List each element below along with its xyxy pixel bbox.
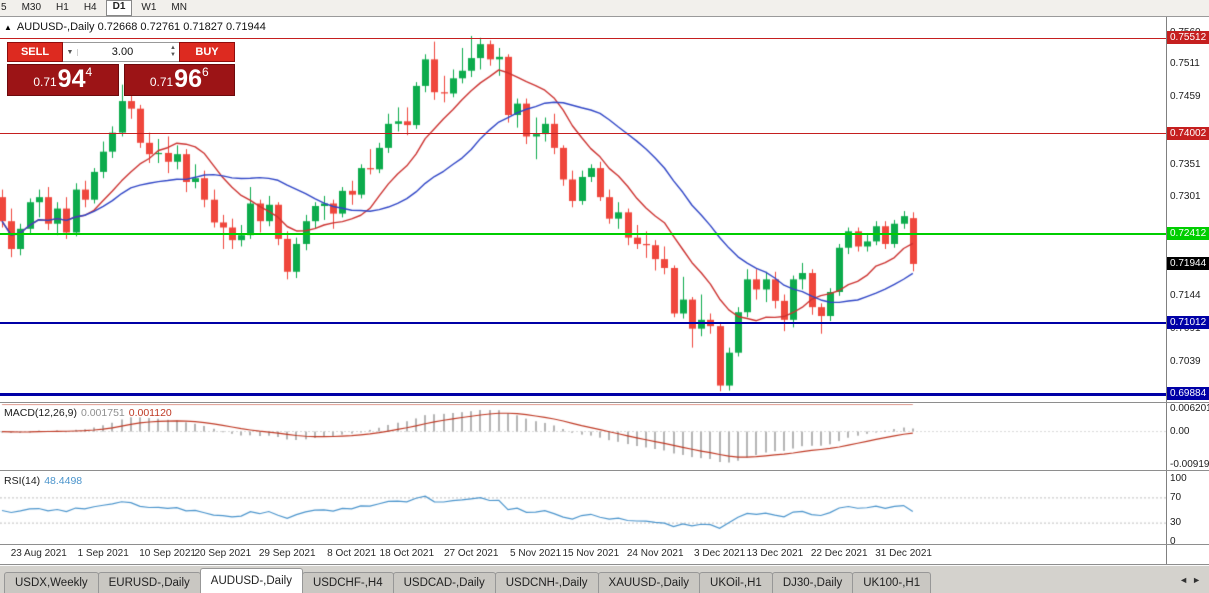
date-axis-label: 27 Oct 2021: [443, 548, 499, 559]
buy-button[interactable]: BUY: [179, 42, 235, 62]
sell-price-big: 94: [57, 65, 86, 93]
panel-separator[interactable]: [0, 402, 1209, 403]
buy-price-sup: 6: [201, 65, 209, 79]
price-badge-0.74002: 0.74002: [1167, 126, 1209, 140]
timeframe-button-w1[interactable]: W1: [141, 2, 157, 13]
price-badge-0.71944: 0.71944: [1167, 256, 1209, 270]
chart-tab-usdcad-daily[interactable]: USDCAD-,Daily: [392, 572, 496, 593]
timeframe-button-d1[interactable]: D1: [105, 0, 133, 16]
chart-window-bottom-border: [0, 564, 1209, 565]
price-axis-label: 0.7351: [1170, 158, 1201, 170]
macd-axis-label: 0.00: [1170, 425, 1190, 437]
sell-price-sup: 4: [85, 65, 93, 79]
rsi-name: RSI(14): [4, 475, 41, 487]
horizontal-line-0.74002[interactable]: [0, 133, 1166, 135]
spinner-up-icon[interactable]: ▲: [170, 45, 176, 51]
date-axis: 23 Aug 2021 1 Sep 2021 10 Sep 2021 20 Sep 2…: [0, 546, 1166, 563]
price-badge-0.71012: 0.71012: [1167, 315, 1209, 329]
price-axis-label: 0.7144: [1170, 289, 1201, 301]
horizontal-line-0.69884[interactable]: [0, 392, 1166, 396]
date-axis-label: 22 Dec 2021: [810, 548, 868, 559]
volume-value[interactable]: 3.00: [111, 46, 134, 58]
macd-axis-label: 0.006201: [1170, 403, 1209, 414]
panel-separator[interactable]: [0, 470, 1209, 471]
chart-tab-usdchf-h4[interactable]: USDCHF-,H4: [301, 572, 394, 593]
macd-signal-value: 0.001120: [128, 407, 172, 419]
rsi-indicator-canvas[interactable]: [0, 472, 1166, 544]
timeframe-button-m30[interactable]: M30: [21, 2, 42, 13]
date-axis-label: 23 Aug 2021: [10, 548, 67, 559]
rsi-axis-label: 0: [1170, 536, 1176, 547]
chart-tab-eurusd-daily[interactable]: EURUSD-,Daily: [97, 572, 201, 593]
macd-name: MACD(12,26,9): [4, 407, 77, 419]
date-axis-label: 3 Dec 2021: [694, 548, 746, 559]
tab-scroll-right-icon[interactable]: ►: [1192, 575, 1201, 585]
date-axis-label: 10 Sep 2021: [139, 548, 196, 559]
volume-field[interactable]: ▼ 3.00 ▲ ▼: [63, 42, 179, 62]
chart-tab-usdcnh-daily[interactable]: USDCNH-,Daily: [494, 572, 599, 593]
one-click-trade-panel: SELL ▼ 3.00 ▲ ▼ BUY 0.71 94 4 0.71 96 6: [7, 42, 235, 96]
horizontal-line-0.71012[interactable]: [0, 321, 1166, 324]
price-badge-0.75512: 0.75512: [1167, 31, 1209, 45]
timeframe-button-5[interactable]: 5: [1, 2, 7, 13]
chart-tabs: USDX,Weekly EURUSD-,Daily AUDUSD-,Daily USD…: [4, 565, 932, 593]
horizontal-line-0.75512[interactable]: [0, 37, 1166, 39]
date-axis-label: 20 Sep 2021: [194, 548, 252, 559]
date-axis-label: 5 Nov 2021: [510, 548, 562, 559]
chart-tabs-bar: USDX,Weekly EURUSD-,Daily AUDUSD-,Daily USD…: [0, 565, 1209, 593]
volume-spinner[interactable]: ▲ ▼: [167, 45, 179, 59]
volume-dropdown-caret-icon[interactable]: ▼: [63, 48, 78, 56]
price-axis-label: 0.7459: [1170, 90, 1201, 102]
price-axis: 0.75600.75110.74590.73510.73010.71440.70…: [1166, 17, 1209, 564]
panel-separator: [0, 544, 1209, 545]
price-badge-0.72412: 0.72412: [1167, 227, 1209, 241]
rsi-value: 48.4498: [44, 475, 83, 487]
date-axis-label: 24 Nov 2021: [626, 548, 684, 559]
date-axis-label: 8 Oct 2021: [327, 548, 377, 559]
sell-price-tile[interactable]: 0.71 94 4: [7, 64, 119, 96]
horizontal-line-0.72412[interactable]: [0, 233, 1166, 236]
sell-button[interactable]: SELL: [7, 42, 63, 62]
date-axis-label: 18 Oct 2021: [379, 548, 435, 559]
date-axis-label: 15 Nov 2021: [562, 548, 620, 559]
tab-scroll-buttons: ◄ ►: [1179, 575, 1201, 585]
price-badge-0.69884: 0.69884: [1167, 387, 1209, 401]
price-axis-label: 0.7301: [1170, 190, 1201, 202]
chart-title-ohlc: AUDUSD-,Daily 0.72668 0.72761 0.71827 0.…: [16, 21, 266, 33]
macd-axis-label: -0.0091970: [1170, 459, 1209, 470]
tab-scroll-left-icon[interactable]: ◄: [1179, 575, 1189, 585]
price-axis-label: 0.7511: [1170, 57, 1200, 69]
date-axis-label: 1 Sep 2021: [77, 548, 129, 559]
macd-indicator-canvas[interactable]: [0, 404, 1166, 470]
chart-tab-ukoil-h1[interactable]: UKOil-,H1: [699, 572, 773, 593]
date-axis-label: 31 Dec 2021: [875, 548, 932, 559]
spinner-down-icon[interactable]: ▼: [170, 52, 176, 58]
chart-tab-audusd-daily[interactable]: AUDUSD-,Daily: [199, 568, 303, 593]
rsi-axis-label: 100: [1170, 473, 1187, 484]
timeframe-button-h4[interactable]: H4: [83, 2, 97, 13]
date-axis-label: 13 Dec 2021: [746, 548, 804, 559]
chart-tab-usdx-weekly[interactable]: USDX,Weekly: [4, 572, 99, 593]
price-axis-label: 0.7039: [1170, 356, 1201, 368]
macd-label: MACD(12,26,9) 0.001751 0.001120: [4, 407, 172, 419]
chart-marker-icon[interactable]: ▲: [4, 22, 12, 32]
chart-header: ▲ AUDUSD-,Daily 0.72668 0.72761 0.71827 …: [4, 21, 266, 33]
buy-price-big: 96: [174, 65, 202, 93]
chart-tab-uk100-h1[interactable]: UK100-,H1: [852, 572, 932, 593]
timeframe-button-h1[interactable]: H1: [56, 2, 69, 13]
rsi-label: RSI(14) 48.4498: [4, 475, 82, 487]
timeframe-toolbar: 5 M30 H1 H4 D1 W1 MN: [0, 0, 1209, 17]
macd-main-value: 0.001751: [80, 407, 125, 419]
chart-tab-xauusd-daily[interactable]: XAUUSD-,Daily: [597, 572, 701, 593]
chart-tab-dj30-daily[interactable]: DJ30-,Daily: [771, 572, 854, 593]
buy-price-tile[interactable]: 0.71 96 6: [123, 64, 235, 96]
rsi-axis-label: 70: [1170, 491, 1182, 503]
date-axis-label: 29 Sep 2021: [258, 548, 316, 559]
rsi-axis-label: 30: [1170, 517, 1182, 529]
buy-price-prefix: 0.71: [149, 75, 174, 89]
timeframe-button-mn[interactable]: MN: [171, 2, 187, 13]
sell-price-prefix: 0.71: [33, 75, 57, 89]
